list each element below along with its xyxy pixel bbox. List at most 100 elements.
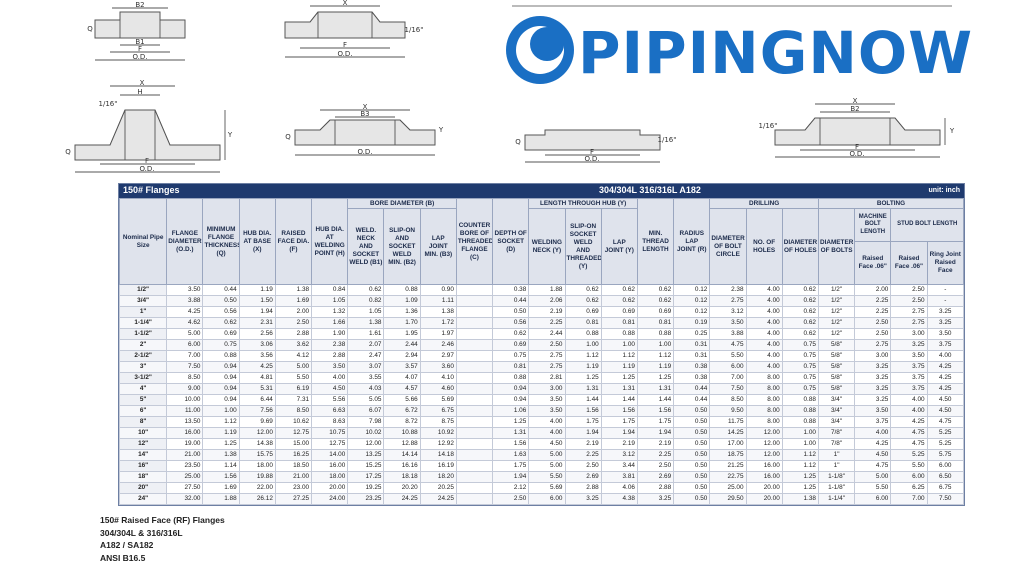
cell: 4.25 — [854, 438, 892, 450]
cell — [455, 328, 494, 340]
cell: 7.50 — [709, 383, 747, 395]
cell: 5/8" — [817, 372, 856, 384]
cell: 3.00 — [890, 328, 928, 340]
cell: 5.50 — [890, 460, 928, 472]
row-header: 18" — [118, 471, 168, 483]
cell: 1.61 — [347, 328, 385, 340]
cell: 3.50 — [166, 284, 204, 296]
cell: 19.25 — [347, 482, 385, 494]
cell — [455, 471, 494, 483]
cell: 15.25 — [347, 460, 385, 472]
table-unit: unit: inch — [928, 187, 961, 194]
cell: 0.94 — [202, 372, 240, 384]
cell: 3.50 — [528, 405, 566, 417]
cell: 1.25 — [202, 438, 240, 450]
cell: 5.00 — [274, 361, 313, 373]
cell: 5.05 — [347, 394, 385, 406]
cell: 3.25 — [926, 306, 965, 318]
cell: 2.44 — [383, 339, 421, 351]
cell: 4.75 — [709, 339, 747, 351]
cell: 20.00 — [745, 493, 783, 505]
cell: 1.75 — [600, 416, 638, 428]
cell: 1.69 — [274, 295, 313, 307]
diagram-label: 1/16" — [99, 100, 118, 108]
cell: 0.62 — [600, 284, 638, 296]
cell: 0.50 — [673, 427, 711, 439]
row-header: 16" — [118, 460, 168, 472]
column-header: SLIP-ON AND SOCKET WELD MIN. (B2) — [383, 208, 421, 285]
cell: 0.88 — [636, 328, 675, 340]
cell: 1.19 — [202, 427, 240, 439]
cell: 0.88 — [564, 328, 602, 340]
header-row: WELD. NECK AND SOCKET WELD (B1) SLIP-ON A… — [120, 208, 964, 285]
row-header: 3-1/2" — [118, 372, 168, 384]
column-header: HUB DIA. AT BASE (X) — [238, 198, 276, 285]
cell: 10.62 — [274, 416, 313, 428]
cell: 7/8" — [817, 438, 856, 450]
cell: 3.25 — [854, 394, 892, 406]
cell: 27.25 — [274, 493, 313, 505]
cell: 8.00 — [745, 405, 783, 417]
cell: 0.88 — [202, 350, 240, 362]
cell: 4.25 — [238, 361, 276, 373]
diagram-label: Y — [227, 131, 233, 139]
cell — [455, 284, 494, 296]
group-header: LENGTH THROUGH HUB (Y) — [528, 198, 638, 209]
cell: 3.50 — [311, 361, 349, 373]
diagram-label: Q — [65, 148, 71, 156]
cell: 5.00 — [854, 471, 892, 483]
cell: 1.12 — [202, 416, 240, 428]
cell: 0.62 — [636, 284, 675, 296]
cell: 14.14 — [383, 449, 421, 461]
cell: 0.75 — [202, 339, 240, 351]
diagram-label: 1/16" — [405, 26, 424, 34]
cell: 3.25 — [854, 361, 892, 373]
cell: 0.44 — [673, 394, 711, 406]
cell: 4.06 — [600, 482, 638, 494]
cell: 1.19 — [238, 284, 276, 296]
cell: 14.38 — [238, 438, 276, 450]
cell: 12.00 — [745, 427, 783, 439]
cell: 0.94 — [492, 394, 530, 406]
column-header: Raised Face .06" — [890, 241, 928, 285]
cell: 32.00 — [166, 493, 204, 505]
cell: 1.05 — [311, 295, 349, 307]
cell: 0.75 — [781, 339, 819, 351]
row-header: 12" — [118, 438, 168, 450]
cell: 9.69 — [238, 416, 276, 428]
cell: 6.63 — [311, 405, 349, 417]
table-row: 1-1/2" 5.00 0.69 2.56 2.88 1.90 1.61 1.95 1.97 0.… — [118, 328, 965, 340]
cell: 6.19 — [274, 383, 313, 395]
cell: 4.60 — [419, 383, 457, 395]
cell: 4.00 — [745, 328, 783, 340]
cell: 5.31 — [238, 383, 276, 395]
column-header: Ring Joint Raised Face — [926, 241, 965, 285]
cell: 10.92 — [419, 427, 457, 439]
cell: 2.19 — [600, 438, 638, 450]
cell: 1.25 — [600, 372, 638, 384]
table-title-bar: 150# Flanges 304/304L 316/316L A182 unit… — [119, 184, 964, 198]
cell: 1.90 — [311, 328, 349, 340]
cell: 1.00 — [781, 427, 819, 439]
cell: 0.94 — [202, 383, 240, 395]
cell: 1.00 — [781, 438, 819, 450]
table-row: 1-1/4" 4.62 0.62 2.31 2.50 1.66 1.38 1.70 1.72 0.… — [118, 317, 965, 329]
cell: 2.88 — [636, 482, 675, 494]
cell: 2.50 — [854, 328, 892, 340]
diagram-label: O.D. — [132, 53, 147, 61]
group-header: MACHINE BOLT LENGTH — [854, 208, 892, 242]
cell: 1.25 — [492, 416, 530, 428]
column-header: DEPTH OF SOCKET (D) — [492, 198, 530, 285]
diagram-label: B3 — [360, 110, 369, 118]
cell: 0.69 — [202, 328, 240, 340]
cell: 4.75 — [890, 438, 928, 450]
cell: 0.88 — [383, 284, 421, 296]
cell: 0.50 — [673, 438, 711, 450]
cell: 3.50 — [854, 405, 892, 417]
cell: 16.00 — [745, 460, 783, 472]
cell: 29.50 — [709, 493, 747, 505]
cell: 3.62 — [274, 339, 313, 351]
cell: 22.00 — [238, 482, 276, 494]
cell: 5.00 — [528, 449, 566, 461]
cell: 1.06 — [492, 405, 530, 417]
